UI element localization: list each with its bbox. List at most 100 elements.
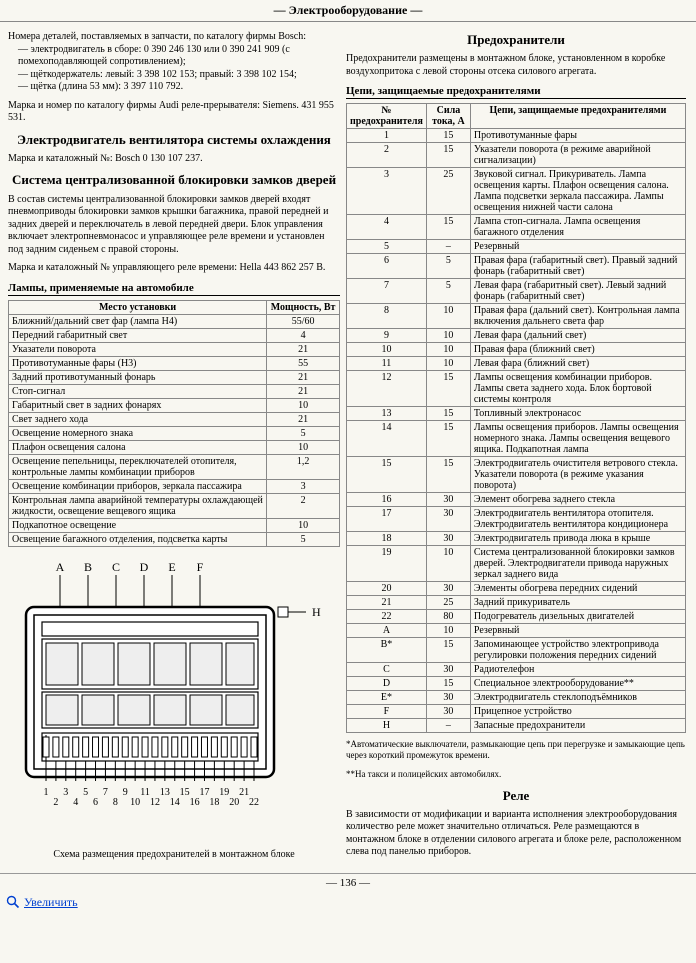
table-row: 2280Подогреватель дизельных двигателей: [347, 610, 686, 624]
table-row: 115Противотуманные фары: [347, 129, 686, 143]
table-row: 1515Электродвигатель очистителя ветровог…: [347, 457, 686, 493]
lock-text2: Марка и каталожный № управляющего реле в…: [8, 262, 340, 275]
fuse-cell-circuit: Электродвигатель очистителя ветрового ст…: [470, 457, 685, 493]
heading-lock: Система централизованной блокировки замк…: [8, 173, 340, 187]
fuse-cell-amp: –: [426, 240, 470, 254]
svg-text:16: 16: [190, 797, 200, 808]
intro-item-2: — щётка (длина 53 мм): 3 397 110 792.: [8, 81, 340, 94]
fuse-cell-circuit: Правая фара (ближний свет): [470, 343, 685, 357]
svg-text:21: 21: [239, 787, 249, 798]
fuse-cell-circuit: Резервный: [470, 624, 685, 638]
svg-text:13: 13: [160, 787, 170, 798]
svg-text:11: 11: [140, 787, 150, 798]
fuse-cell-amp: 10: [426, 329, 470, 343]
fuse-cell-amp: 10: [426, 304, 470, 329]
svg-text:A: A: [56, 560, 65, 574]
fuses-subtitle: Цепи, защищаемые предохранителями: [346, 85, 686, 99]
fuse-cell-amp: 30: [426, 582, 470, 596]
fuse-cell-circuit: Левая фара (ближний свет): [470, 357, 685, 371]
fuse-cell-num: B*: [347, 638, 427, 663]
fuse-cell-circuit: Специальное электрооборудование**: [470, 677, 685, 691]
lamps-cell-location: Контрольная лампа аварийной температуры …: [9, 493, 267, 518]
svg-text:E: E: [168, 560, 175, 574]
fuse-cell-amp: 15: [426, 371, 470, 407]
table-row: 325Звуковой сигнал. Прикуриватель. Лампа…: [347, 168, 686, 215]
fuse-cell-num: 17: [347, 507, 427, 532]
fuse-cell-circuit: Лампы освещения приборов. Лампы освещени…: [470, 421, 685, 457]
svg-text:18: 18: [209, 797, 219, 808]
lamps-cell-watt: 55/60: [267, 314, 340, 328]
fuse-cell-circuit: Запасные предохранители: [470, 719, 685, 733]
intro-item-1: — щёткодержатель: левый: 3 398 102 153; …: [8, 69, 340, 82]
svg-text:17: 17: [199, 787, 209, 798]
fuse-cell-circuit: Электродвигатель стеклоподъёмников: [470, 691, 685, 705]
table-row: C30Радиотелефон: [347, 663, 686, 677]
fuse-cell-amp: 5: [426, 279, 470, 304]
table-row: Освещение пепельницы, переключателей ото…: [9, 454, 340, 479]
table-row: 910Левая фара (дальний свет): [347, 329, 686, 343]
svg-text:2: 2: [53, 797, 58, 808]
fuse-cell-num: 13: [347, 407, 427, 421]
fuse-cell-num: 6: [347, 254, 427, 279]
table-row: 1415Лампы освещения приборов. Лампы осве…: [347, 421, 686, 457]
fuse-cell-circuit: Правая фара (габаритный свет). Правый за…: [470, 254, 685, 279]
fuse-cell-amp: 15: [426, 407, 470, 421]
svg-text:10: 10: [130, 797, 140, 808]
fuse-cell-amp: 15: [426, 215, 470, 240]
fuse-cell-circuit: Задний прикуриватель: [470, 596, 685, 610]
svg-text:H: H: [312, 605, 321, 619]
fuse-cell-circuit: Электродвигатель привода люка в крыше: [470, 532, 685, 546]
fuse-cell-amp: 10: [426, 357, 470, 371]
fuse-cell-circuit: Левая фара (дальний свет): [470, 329, 685, 343]
heading-relay: Реле: [346, 789, 686, 803]
fuse-cell-amp: 30: [426, 493, 470, 507]
fuse-cell-amp: 25: [426, 168, 470, 215]
fuse-cell-circuit: Элементы обогрева передних сидений: [470, 582, 685, 596]
fuse-cell-circuit: Электродвигатель вентилятора отопителя. …: [470, 507, 685, 532]
right-column: Предохранители Предохранители размещены …: [346, 28, 686, 867]
lamps-cell-location: Стоп-сигнал: [9, 384, 267, 398]
fuse-cell-circuit: Запоминающее устройство электропривода р…: [470, 638, 685, 663]
svg-text:C: C: [112, 560, 120, 574]
table-row: Ближний/дальний свет фар (лампа Н4)55/60: [9, 314, 340, 328]
svg-text:22: 22: [249, 797, 259, 808]
heading-ventilator: Электродвигатель вентилятора системы охл…: [8, 133, 340, 147]
table-row: 1010Правая фара (ближний свет): [347, 343, 686, 357]
table-row: Противотуманные фары (Н3)55: [9, 356, 340, 370]
table-row: 1215Лампы освещения комбинации приборов.…: [347, 371, 686, 407]
fuse-cell-circuit: Лампы освещения комбинации приборов. Лам…: [470, 371, 685, 407]
fuse-cell-amp: 10: [426, 343, 470, 357]
table-row: E*30Электродвигатель стеклоподъёмников: [347, 691, 686, 705]
lamps-cell-location: Указатели поворота: [9, 342, 267, 356]
fuse-cell-num: 12: [347, 371, 427, 407]
table-row: B*15Запоминающее устройство электроприво…: [347, 638, 686, 663]
lamps-cell-watt: 55: [267, 356, 340, 370]
table-row: Передний габаритный свет4: [9, 328, 340, 342]
table-row: A10Резервный: [347, 624, 686, 638]
lamps-cell-location: Освещение комбинации приборов, зеркала п…: [9, 479, 267, 493]
fuses-th-2: Сила тока, А: [426, 104, 470, 129]
lamps-cell-location: Освещение номерного знака: [9, 426, 267, 440]
fuse-cell-amp: 15: [426, 143, 470, 168]
svg-text:5: 5: [83, 787, 88, 798]
fuse-cell-circuit: Правая фара (дальний свет). Контрольная …: [470, 304, 685, 329]
fuse-cell-num: 22: [347, 610, 427, 624]
lamps-cell-watt: 5: [267, 426, 340, 440]
fuse-cell-num: 2: [347, 143, 427, 168]
fuse-cell-amp: 30: [426, 705, 470, 719]
lamps-title: Лампы, применяемые на автомобиле: [8, 282, 340, 296]
magnify-link[interactable]: Увеличить: [24, 895, 78, 910]
fuse-cell-num: D: [347, 677, 427, 691]
table-row: 415Лампа стоп-сигнала. Лампа освещения б…: [347, 215, 686, 240]
lock-text: В состав системы централизованной блокир…: [8, 194, 340, 257]
intro-2: Марка и номер по каталогу фирмы Audi рел…: [8, 100, 340, 125]
svg-text:6: 6: [93, 797, 98, 808]
fuse-cell-num: F: [347, 705, 427, 719]
lamps-cell-watt: 5: [267, 532, 340, 546]
lamps-cell-watt: 21: [267, 342, 340, 356]
fuse-cell-circuit: Противотуманные фары: [470, 129, 685, 143]
lamps-cell-watt: 10: [267, 518, 340, 532]
svg-text:20: 20: [229, 797, 239, 808]
fuse-cell-amp: 30: [426, 691, 470, 705]
table-row: 1830Электродвигатель привода люка в крыш…: [347, 532, 686, 546]
